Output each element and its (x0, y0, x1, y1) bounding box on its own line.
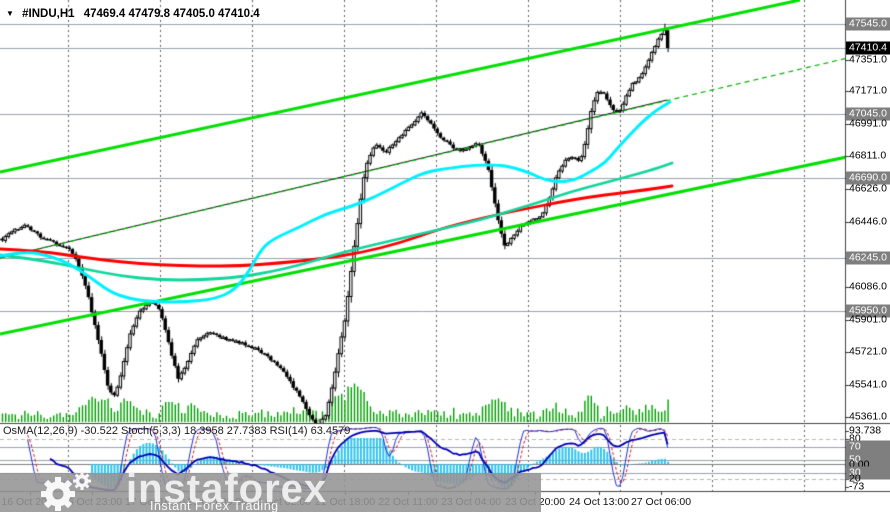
indicator-tick-label: -73 (849, 480, 865, 493)
symbol-header: ▼ #INDU,H1 47469.4 47479.8 47405.0 47410… (6, 8, 260, 20)
indicator-tick-label: 93.738 (849, 424, 882, 437)
time-tick-label: 27 Oct 06:00 (630, 496, 692, 508)
symbol-title: #INDU,H1 (22, 8, 75, 20)
indicator-tick-label: 70 (846, 440, 890, 454)
price-tick-label: 45950.0 (846, 304, 890, 318)
watermark-brand: instaforex (126, 467, 328, 511)
indicator-tick-label: 30 (846, 466, 890, 480)
price-tick-label: 47545.0 (846, 17, 890, 31)
price-tick-label: 47351.0 (849, 53, 887, 66)
time-tick-label: 24 Oct 13:00 (568, 496, 630, 508)
indicator-tick-label: 50 (846, 453, 890, 467)
price-tick-label: 46626.0 (849, 182, 887, 195)
price-tick-label: 46446.0 (849, 215, 887, 228)
price-tick-label: 47410.4 (846, 41, 890, 55)
gear-icon (41, 473, 91, 511)
indicator-values-text: OsMA(12,26,9) -30.522 Stoch(5,3,3) 18.39… (3, 425, 351, 437)
indicator-tick-label: 80 (849, 432, 861, 445)
price-tick-label: 47045.0 (846, 107, 890, 121)
price-tick-label: 45361.0 (849, 410, 887, 423)
price-tick-label: 46991.0 (849, 117, 887, 130)
price-tick-label: 46811.0 (849, 149, 887, 162)
indicator-tick-label: 20 (849, 472, 861, 485)
watermark-tagline: Instant Forex Trading (150, 499, 279, 513)
price-tick-label: 45541.0 (849, 378, 887, 391)
price-tick-label: 46245.0 (846, 251, 890, 265)
price-tick-label: 45901.0 (849, 313, 887, 326)
price-tick-label: 47171.0 (849, 84, 887, 97)
symbol-ohlc: 47469.4 47479.8 47405.0 47410.4 (83, 8, 260, 20)
indicator-values-label: OsMA(12,26,9) -30.522 Stoch(5,3,3) 18.39… (3, 425, 350, 437)
instaforex-watermark: instaforex Instant Forex Trading (0, 467, 541, 513)
price-tick-label: 46690.0 (846, 171, 890, 185)
price-tick-label: 46086.0 (849, 280, 887, 293)
price-tick-label: 45721.0 (849, 345, 887, 358)
symbol-dropdown-icon[interactable]: ▼ (6, 9, 14, 18)
